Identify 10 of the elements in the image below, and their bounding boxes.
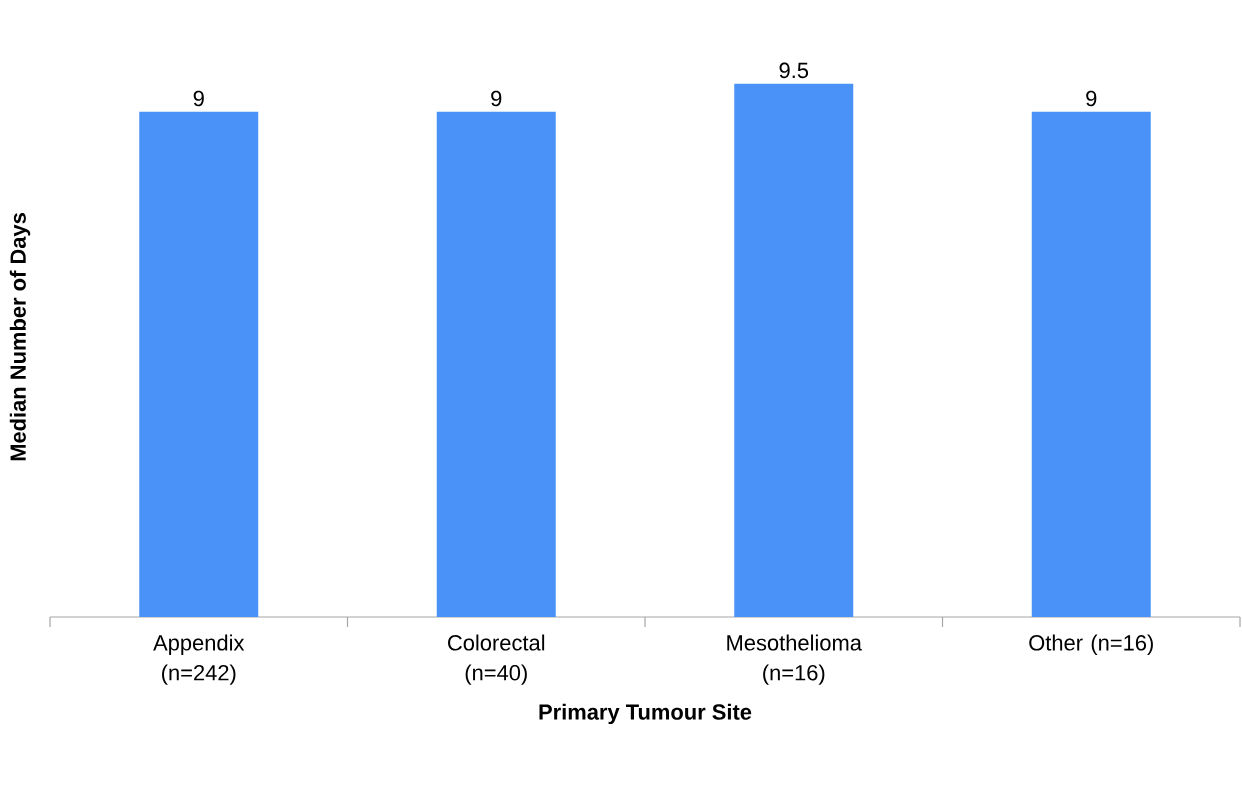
data-label: 9 [193,90,204,107]
data-label: 9 [491,90,502,107]
data-label: 9.5 [779,62,809,79]
x-tick-label: Mesothelioma (n=16) [727,634,862,685]
y-axis-title: Median Number of Days [9,213,31,461]
x-tick-label: Colorectal (n=40) [448,634,545,685]
data-label: 9 [1086,90,1097,107]
x-axis-title: Primary Tumour Site [539,703,752,725]
x-tick-label: Appendix (n=242) [153,634,245,685]
x-tick-label: Other (n=16) [1029,634,1153,655]
